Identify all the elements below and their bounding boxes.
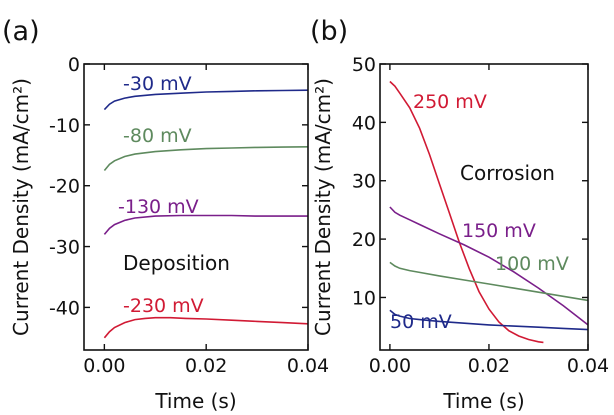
panel-a-y-tick-label: -30 xyxy=(49,237,80,259)
panel-b-y-tick-label: 50 xyxy=(352,54,376,76)
panel-b-series-line-0 xyxy=(389,80,544,344)
panel-a-y-tick-label: -40 xyxy=(49,297,80,319)
panel-b-label: (b) xyxy=(310,16,348,47)
panel-b-x-tick-label: 0.04 xyxy=(567,355,609,377)
panel-a-series-line-3 xyxy=(103,316,309,339)
panel-b-series-line-2 xyxy=(389,261,589,302)
panel-a-series-label-2: -130 mV xyxy=(118,196,199,218)
panel-b-y-tick-label: 20 xyxy=(352,229,376,251)
panel-a-series-label-0: -30 mV xyxy=(123,73,192,95)
panel-a-x-tick-label: 0.00 xyxy=(83,355,125,377)
panel-a-y-tick-label: -10 xyxy=(49,115,80,137)
panel-b-series-line-1 xyxy=(389,206,589,326)
panel-b-plot-frame xyxy=(379,63,589,351)
panel-b-x-tick-label: 0.02 xyxy=(468,355,510,377)
panel-b-x-axis-label: Time (s) xyxy=(442,389,524,413)
panel-a-series-line-2 xyxy=(103,214,308,235)
panel-a-x-tick-label: 0.02 xyxy=(185,355,227,377)
panel-a-series-line-0 xyxy=(103,89,309,111)
panel-a-y-tick-label: -20 xyxy=(49,176,80,198)
panel-b-x-tick-label: 0.00 xyxy=(369,355,411,377)
panel-b-y-tick-label: 30 xyxy=(352,171,376,193)
panel-b-series-label-1: 150 mV xyxy=(462,220,536,242)
panel-b-y-tick-label: 10 xyxy=(352,287,376,309)
panel-a-series-label-1: -80 mV xyxy=(123,125,192,147)
panel-b-y-axis-label: Current Density (mA/cm²) xyxy=(311,78,335,336)
panel-a-y-axis-label: Current Density (mA/cm²) xyxy=(9,78,33,336)
panel-a-series-line-1 xyxy=(103,146,309,172)
panel-b-series-label-0: 250 mV xyxy=(413,91,487,113)
panel-a-plot-frame xyxy=(83,63,309,351)
panel-a-x-axis-label: Time (s) xyxy=(154,389,236,413)
panel-a-series-label-3: -230 mV xyxy=(123,295,204,317)
panel-b-series-label-2: 100 mV xyxy=(495,253,569,275)
panel-a-x-tick-label: 0.04 xyxy=(287,355,329,377)
panel-b-series-line-3 xyxy=(389,309,589,331)
panel-b-annotation: Corrosion xyxy=(460,161,555,185)
panel-a-label: (a) xyxy=(2,16,40,47)
panel-b-y-tick-label: 40 xyxy=(352,112,376,134)
panel-b-series-label-3: 50 mV xyxy=(390,311,452,333)
panel-a-annotation: Deposition xyxy=(123,251,230,275)
panel-a-y-tick-label: 0 xyxy=(68,54,80,76)
